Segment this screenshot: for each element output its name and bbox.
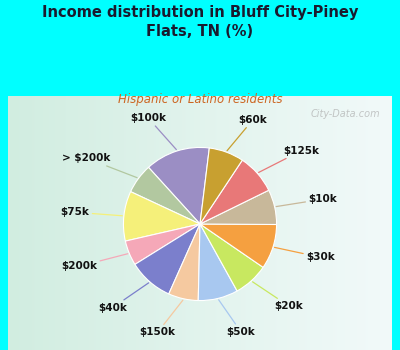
Wedge shape <box>200 224 276 267</box>
Wedge shape <box>131 167 200 224</box>
Text: $40k: $40k <box>98 283 149 313</box>
Wedge shape <box>200 148 242 224</box>
Wedge shape <box>169 224 200 301</box>
Text: $100k: $100k <box>130 113 176 149</box>
Text: City-Data.com: City-Data.com <box>311 109 380 119</box>
Text: $125k: $125k <box>259 146 319 173</box>
Text: Hispanic or Latino residents: Hispanic or Latino residents <box>118 93 282 106</box>
Text: > $200k: > $200k <box>62 153 137 178</box>
Wedge shape <box>198 224 237 301</box>
Text: $50k: $50k <box>219 300 255 337</box>
Wedge shape <box>200 190 276 224</box>
Text: $10k: $10k <box>276 194 337 206</box>
Wedge shape <box>200 160 269 224</box>
Wedge shape <box>125 224 200 264</box>
Text: $20k: $20k <box>252 282 304 311</box>
Wedge shape <box>200 224 263 291</box>
Wedge shape <box>124 192 200 241</box>
Wedge shape <box>135 224 200 294</box>
Text: $60k: $60k <box>227 115 267 151</box>
Text: $30k: $30k <box>274 247 335 262</box>
Text: $200k: $200k <box>61 254 128 271</box>
Wedge shape <box>148 147 209 224</box>
Text: $75k: $75k <box>61 207 122 217</box>
Text: Income distribution in Bluff City-Piney
Flats, TN (%): Income distribution in Bluff City-Piney … <box>42 5 358 39</box>
Text: $150k: $150k <box>140 300 183 337</box>
